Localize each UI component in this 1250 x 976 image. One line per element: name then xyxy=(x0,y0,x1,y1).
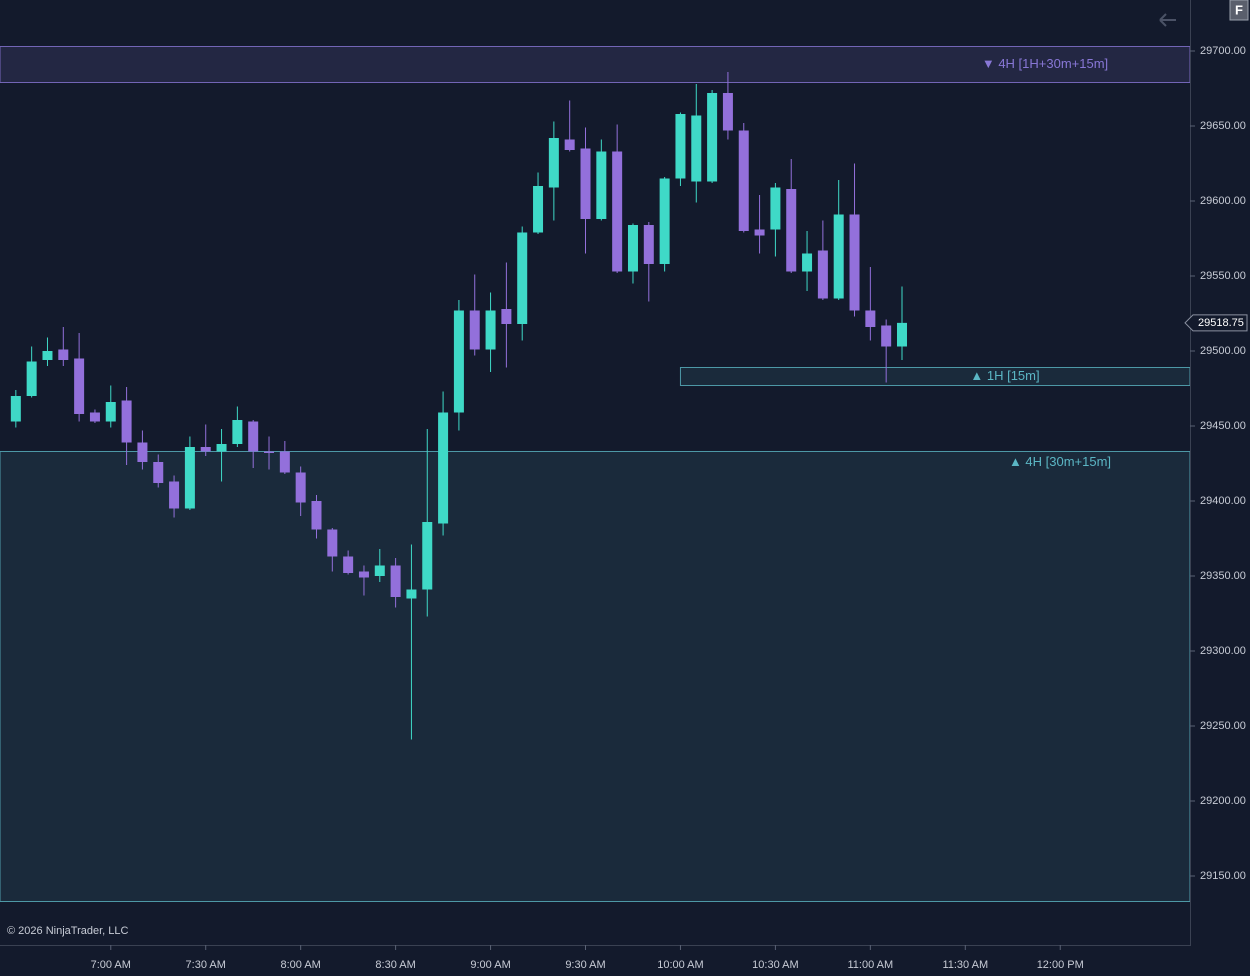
candle-body xyxy=(279,451,290,473)
candle-body xyxy=(169,481,180,509)
y-tick-label: 29500.00 xyxy=(1200,345,1246,357)
x-tick-label: 11:00 AM xyxy=(848,959,894,971)
candle-body xyxy=(770,187,781,230)
x-tick-label: 12:00 PM xyxy=(1037,959,1084,971)
candle-body xyxy=(643,225,654,264)
x-tick-label: 10:30 AM xyxy=(752,959,798,971)
x-tick-label: 8:00 AM xyxy=(280,959,320,971)
candle-body xyxy=(121,400,132,443)
zone-label: ▲ 4H [30m+15m] xyxy=(1009,454,1111,469)
copyright: © 2026 NinjaTrader, LLC xyxy=(7,925,128,937)
candle-body xyxy=(422,522,433,590)
x-tick-label: 9:30 AM xyxy=(565,959,605,971)
candle-body xyxy=(896,322,907,347)
y-tick-label: 29550.00 xyxy=(1200,270,1246,282)
candle-body xyxy=(659,178,670,264)
candle-body xyxy=(564,139,575,150)
candle-body xyxy=(533,186,544,233)
f-button[interactable] xyxy=(1229,0,1249,21)
candle-body xyxy=(248,421,259,452)
zone xyxy=(0,451,1191,902)
y-tick-label: 29250.00 xyxy=(1200,720,1246,732)
candle-body xyxy=(153,462,164,483)
candle-body xyxy=(580,148,591,219)
last-price-tag xyxy=(1184,314,1248,332)
candle-body xyxy=(786,189,797,272)
candle-body xyxy=(453,310,464,413)
candle-body xyxy=(327,529,338,557)
y-tick-label: 29150.00 xyxy=(1200,870,1246,882)
candle-body xyxy=(216,444,227,452)
candle-body xyxy=(754,229,765,236)
candle-body xyxy=(548,138,559,188)
last-price-label: 29518.75 xyxy=(1198,317,1244,329)
candle-body xyxy=(469,310,480,350)
candle-body xyxy=(627,225,638,272)
candle-body xyxy=(374,565,385,576)
y-tick-label: 29350.00 xyxy=(1200,570,1246,582)
y-tick-label: 29600.00 xyxy=(1200,195,1246,207)
x-tick-label: 7:00 AM xyxy=(91,959,131,971)
candle-body xyxy=(390,565,401,597)
x-tick-label: 11:30 AM xyxy=(942,959,988,971)
candle-body xyxy=(849,214,860,311)
f-button-label[interactable]: F xyxy=(1235,2,1243,17)
candle-body xyxy=(406,589,417,599)
candle-body xyxy=(26,361,37,396)
candles xyxy=(10,72,907,740)
candle-body xyxy=(501,309,512,324)
zone xyxy=(0,46,1191,83)
candle-body xyxy=(295,472,306,503)
zones: ▼ 4H [1H+30m+15m] ▲ 1H [15m] ▲ 4H [30m+15m… xyxy=(0,46,1191,902)
zone-label: ▲ 1H [15m] xyxy=(970,368,1039,383)
candle-body xyxy=(865,310,876,327)
candle-body xyxy=(232,420,243,444)
candle-body xyxy=(105,402,116,422)
candle-body xyxy=(74,358,85,414)
candle-body xyxy=(802,253,813,272)
y-tick-label: 29200.00 xyxy=(1200,795,1246,807)
candle-body xyxy=(881,325,892,347)
y-tick-label: 29300.00 xyxy=(1200,645,1246,657)
y-tick-label: 29400.00 xyxy=(1200,495,1246,507)
candle-body xyxy=(675,114,686,179)
candle-body xyxy=(137,442,148,462)
candle-body xyxy=(358,571,369,578)
zone xyxy=(679,367,1191,386)
candle-body xyxy=(517,232,528,324)
candle-body xyxy=(707,93,718,182)
candle-body xyxy=(89,412,100,422)
candle-body xyxy=(596,151,607,219)
candle-body xyxy=(691,115,702,182)
candle-body xyxy=(42,351,53,360)
x-tick-label: 10:00 AM xyxy=(657,959,703,971)
x-tick-label: 8:30 AM xyxy=(375,959,415,971)
y-tick-label: 29450.00 xyxy=(1200,420,1246,432)
x-tick-label: 9:00 AM xyxy=(470,959,510,971)
back-arrow[interactable] xyxy=(1159,13,1176,27)
y-tick-label: 29650.00 xyxy=(1200,120,1246,132)
candle-body xyxy=(833,214,844,299)
candle-body xyxy=(438,412,449,524)
candle-body xyxy=(817,250,828,299)
candle-body xyxy=(10,396,21,422)
candle-body xyxy=(264,451,275,453)
candle-body xyxy=(722,93,733,131)
candle-body xyxy=(485,310,496,350)
candle-body xyxy=(184,447,195,509)
candle-body xyxy=(738,130,749,231)
candle-body xyxy=(311,501,322,530)
candle-body xyxy=(58,349,69,360)
zone-label: ▼ 4H [1H+30m+15m] xyxy=(982,56,1108,71)
candle-body xyxy=(343,556,354,573)
y-tick-label: 29700.00 xyxy=(1200,45,1246,57)
candle-body xyxy=(612,151,623,272)
candle-body xyxy=(200,447,211,452)
x-tick-label: 7:30 AM xyxy=(186,959,226,971)
axes: 29150.00 29200.00 29250.00 29300.00 29350.00… xyxy=(91,45,1248,971)
